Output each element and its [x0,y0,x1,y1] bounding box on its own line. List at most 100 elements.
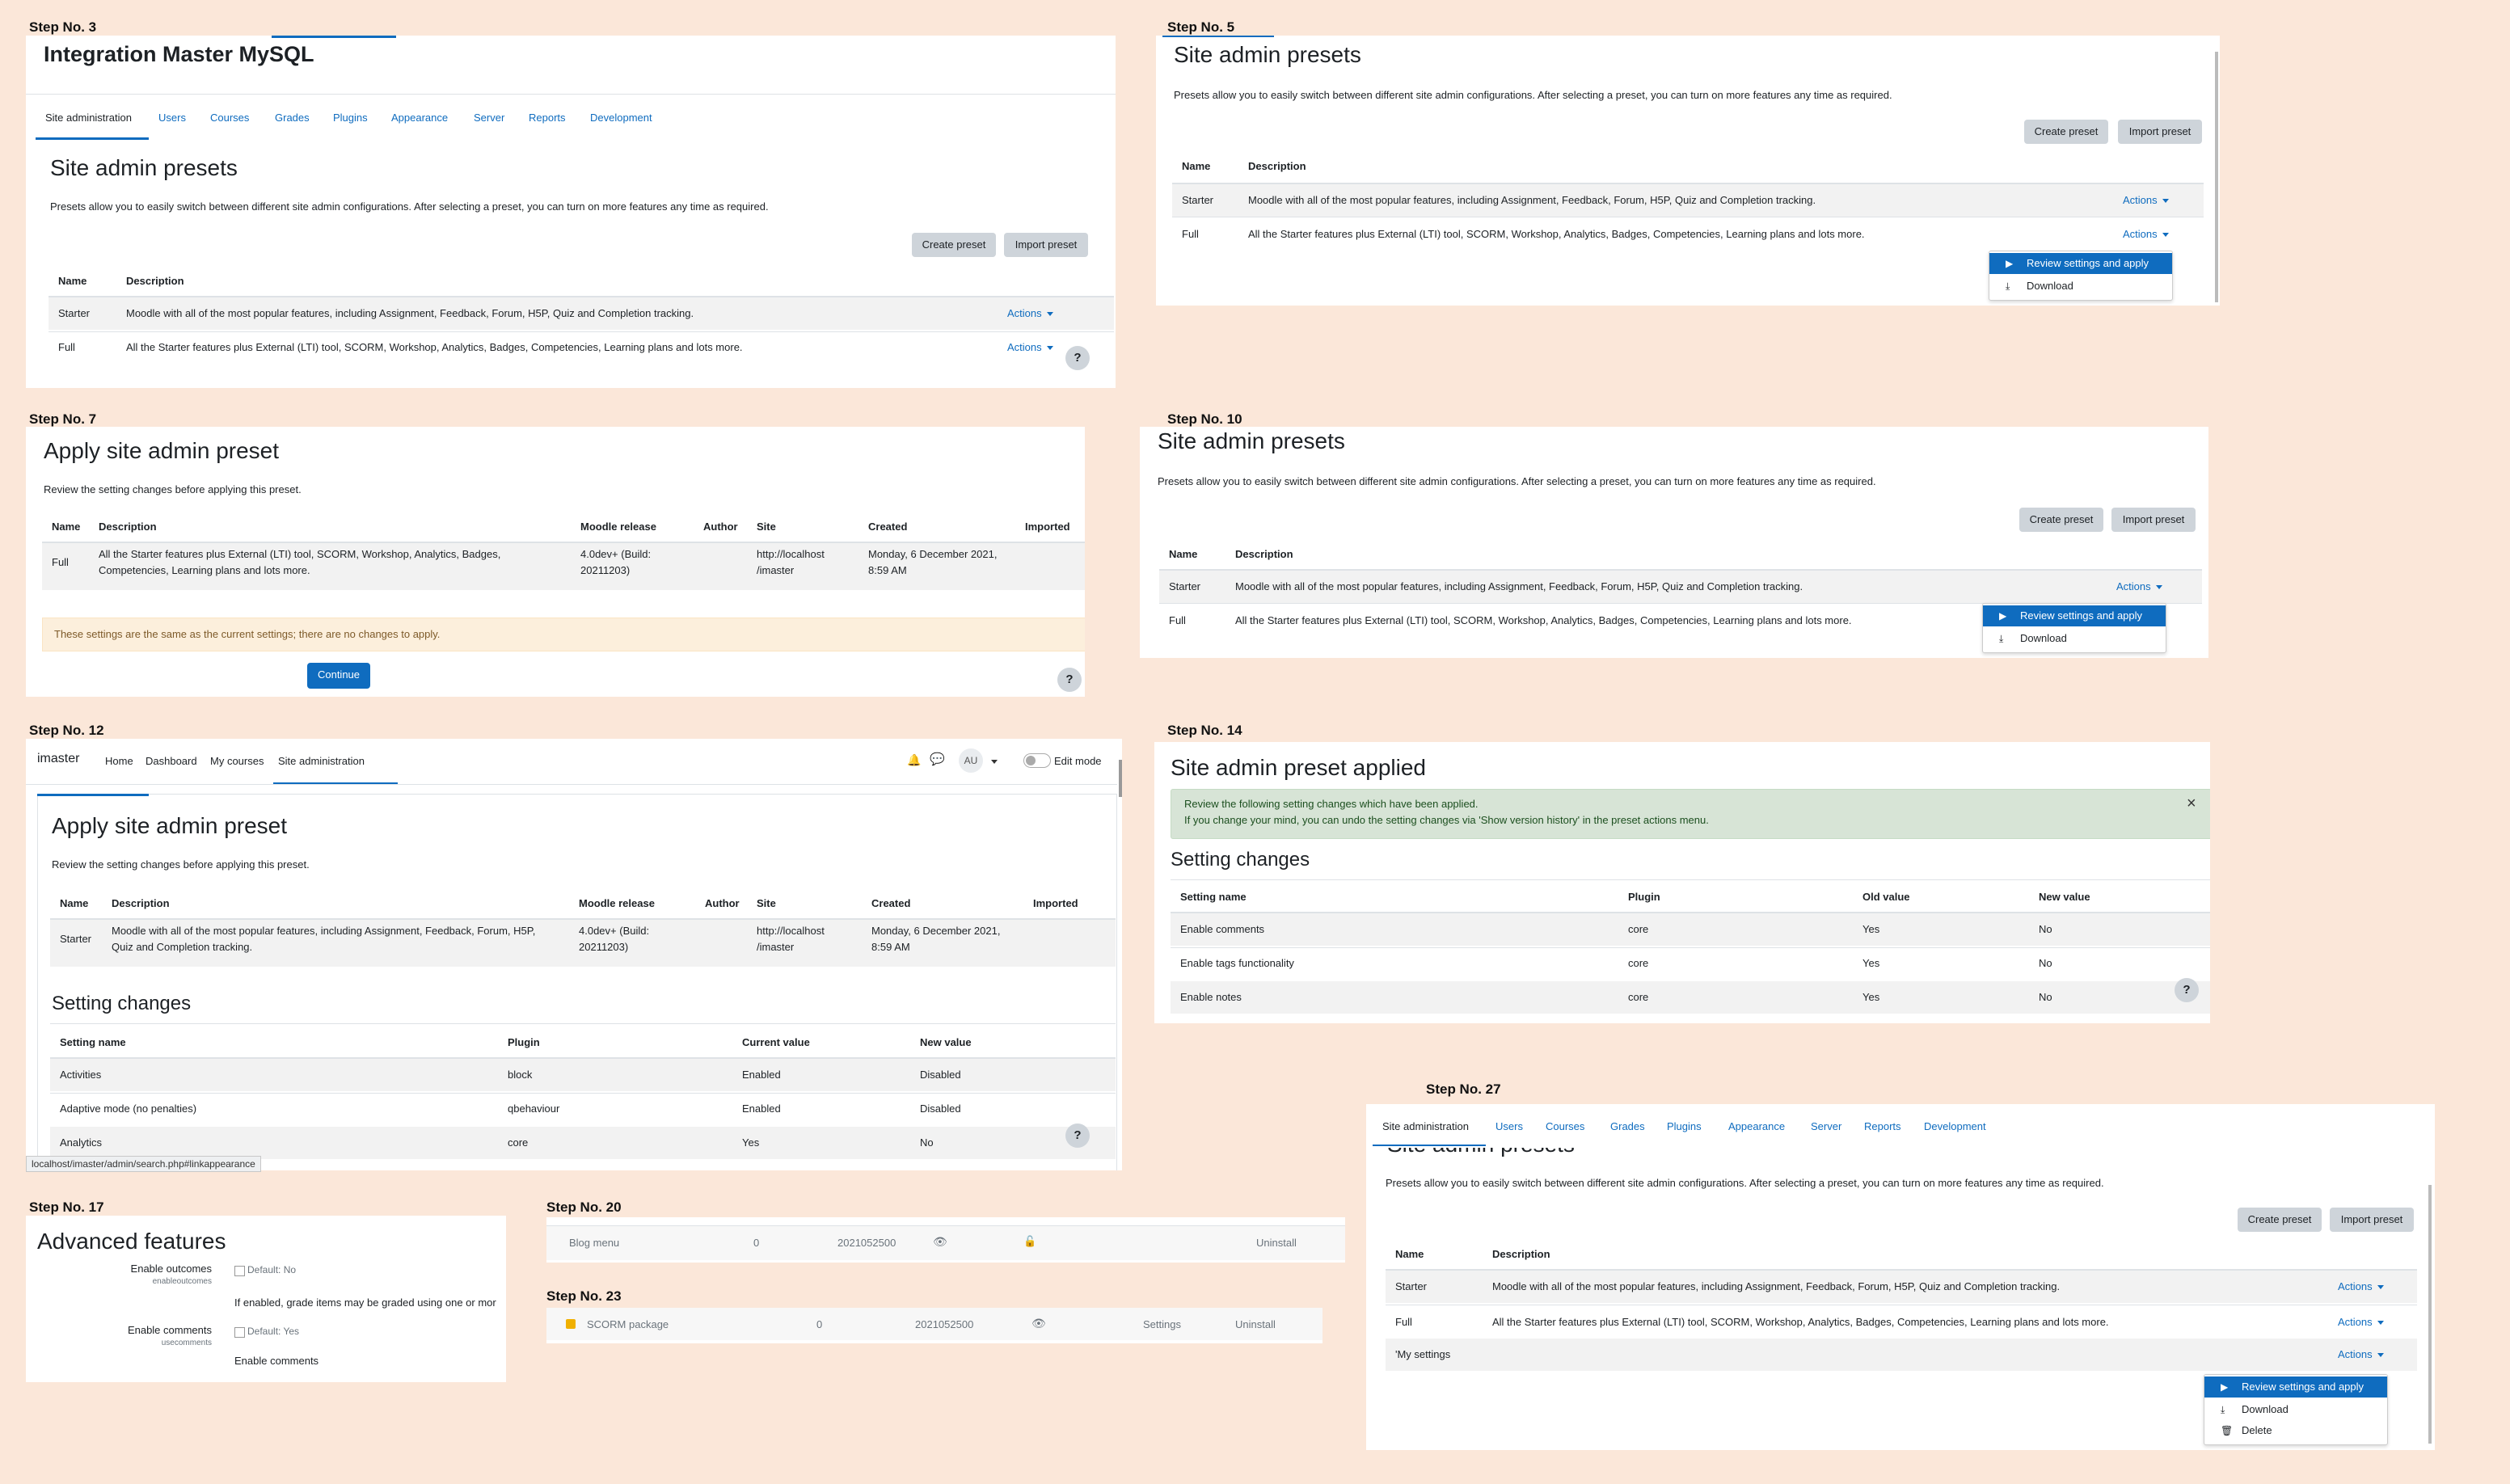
trash-icon: 🗑 [2221,1425,2234,1436]
warning-alert: These settings are the same as the curre… [42,618,1085,651]
scrollbar[interactable] [1119,760,1122,797]
actions-menu-button[interactable]: Actions [1007,341,1053,353]
tab-server[interactable]: Server [474,112,505,124]
success-alert: Review the following setting changes whi… [1171,789,2210,839]
col-new-value: New value [2039,891,2090,903]
actions-menu-button[interactable]: Actions [2338,1316,2384,1328]
help-icon[interactable]: ? [1065,1124,1090,1148]
page-title: Apply site admin preset [44,438,280,463]
edit-mode-toggle[interactable] [1023,753,1051,768]
preset-name: 'My settings [1395,1348,1451,1360]
actions-menu-button[interactable]: Actions [2123,194,2169,206]
col-created: Created [868,521,908,533]
table-row [49,297,1114,330]
plugin-name: SCORM package [587,1318,669,1330]
tab-plugins[interactable]: Plugins [333,112,368,124]
review-settings-menu-item[interactable]: ▶ Review settings and apply [1989,253,2172,274]
tab-development[interactable]: Development [590,112,652,124]
tab-appearance[interactable]: Appearance [391,112,449,124]
help-icon[interactable]: ? [2175,978,2199,1002]
preset-name: Starter [1182,194,1214,206]
import-preset-button[interactable]: Import preset [2118,120,2202,144]
create-preset-button[interactable]: Create preset [2019,508,2103,532]
col-plugin: Plugin [508,1036,540,1048]
actions-menu-button[interactable]: Actions [1007,307,1053,319]
review-settings-menu-item[interactable]: ▶ Review settings and apply [2204,1376,2387,1398]
navbar-brand[interactable]: imaster [37,752,80,765]
scrollbar[interactable] [2428,1185,2432,1444]
tab-courses[interactable]: Courses [1546,1120,1585,1132]
nav-my-courses[interactable]: My courses [210,755,264,767]
tab-reports[interactable]: Reports [529,112,566,124]
tab-plugins[interactable]: Plugins [1667,1120,1702,1132]
table-row [546,1226,1345,1260]
nav-home[interactable]: Home [105,755,133,767]
help-icon[interactable]: ? [1057,668,1082,692]
avatar[interactable]: AU [959,748,983,773]
chat-icon[interactable]: 💬 [930,753,945,766]
actions-menu-button[interactable]: Actions [2338,1280,2384,1292]
actions-menu-button[interactable]: Actions [2123,228,2169,240]
col-setting-name: Setting name [60,1036,126,1048]
plugin-name: Blog menu [569,1237,620,1249]
download-menu-item[interactable]: ⤓ Download [2204,1399,2387,1420]
tab-appearance[interactable]: Appearance [1728,1120,1786,1132]
col-name: Name [1395,1248,1424,1260]
help-icon[interactable]: ? [1065,346,1090,370]
setting-new-value: Disabled [920,1102,961,1115]
create-preset-button[interactable]: Create preset [912,233,996,257]
preset-description-line2: Quiz and Completion tracking. [112,941,253,953]
nav-dashboard[interactable]: Dashboard [146,755,197,767]
preset-name: Full [1182,228,1199,240]
import-preset-button[interactable]: Import preset [2330,1208,2414,1232]
eye-slash-icon[interactable]: 👁 [1031,1317,1046,1330]
chevron-down-icon [1046,312,1053,317]
bell-icon[interactable]: 🔔 [907,753,922,766]
import-preset-button[interactable]: Import preset [1004,233,1088,257]
create-preset-button[interactable]: Create preset [2238,1208,2322,1232]
create-preset-button[interactable]: Create preset [2024,120,2108,144]
col-moodle-release: Moodle release [580,521,656,533]
continue-button[interactable]: Continue [307,663,370,689]
actions-menu-button[interactable]: Actions [2116,580,2162,592]
download-menu-item[interactable]: ⤓ Download [1983,628,2166,649]
review-settings-menu-item[interactable]: ▶ Review settings and apply [1983,605,2166,626]
actions-label: Actions [2338,1348,2373,1360]
tab-server[interactable]: Server [1811,1120,1842,1132]
col-plugin: Plugin [1628,891,1660,903]
page-title: Apply site admin preset [52,813,288,838]
uninstall-link[interactable]: Uninstall [1235,1318,1276,1330]
tab-reports[interactable]: Reports [1864,1120,1901,1132]
scrollbar[interactable] [2215,52,2218,302]
setting-key: usecomments [161,1339,212,1347]
tab-users[interactable]: Users [158,112,186,124]
tab-users[interactable]: Users [1495,1120,1523,1132]
tab-grades[interactable]: Grades [1610,1120,1645,1132]
nav-site-administration[interactable]: Site administration [278,755,365,767]
close-icon[interactable]: × [2187,795,2196,812]
eye-slash-icon[interactable]: 👁 [933,1235,947,1248]
download-menu-item[interactable]: ⤓ Download [1989,276,2172,297]
tab-site-administration[interactable]: Site administration [1382,1120,1469,1132]
enable-outcomes-checkbox[interactable] [234,1266,245,1276]
tab-site-administration[interactable]: Site administration [45,112,132,124]
uninstall-link[interactable]: Uninstall [1256,1237,1297,1249]
intro-text: Review the setting changes before applyi… [44,483,302,495]
chevron-down-icon[interactable] [991,760,998,764]
import-preset-button[interactable]: Import preset [2111,508,2196,532]
toggle-knob [1026,756,1036,765]
settings-link[interactable]: Settings [1143,1318,1181,1330]
site-line2: /imaster [757,564,795,576]
enable-comments-checkbox[interactable] [234,1327,245,1338]
tab-development[interactable]: Development [1924,1120,1986,1132]
tab-courses[interactable]: Courses [210,112,250,124]
tab-grades[interactable]: Grades [275,112,310,124]
col-description: Description [1248,160,1306,172]
actions-dropdown: ▶ Review settings and apply ⤓ Download [1982,603,2166,653]
unlock-icon[interactable]: 🔓 [1023,1235,1037,1247]
created-line2: 8:59 AM [868,564,907,576]
actions-menu-button[interactable]: Actions [2338,1348,2384,1360]
menu-item-label: Review settings and apply [2242,1381,2364,1393]
alert-line2: If you change your mind, you can undo th… [1184,814,1709,826]
delete-menu-item[interactable]: 🗑 Delete [2204,1420,2387,1441]
